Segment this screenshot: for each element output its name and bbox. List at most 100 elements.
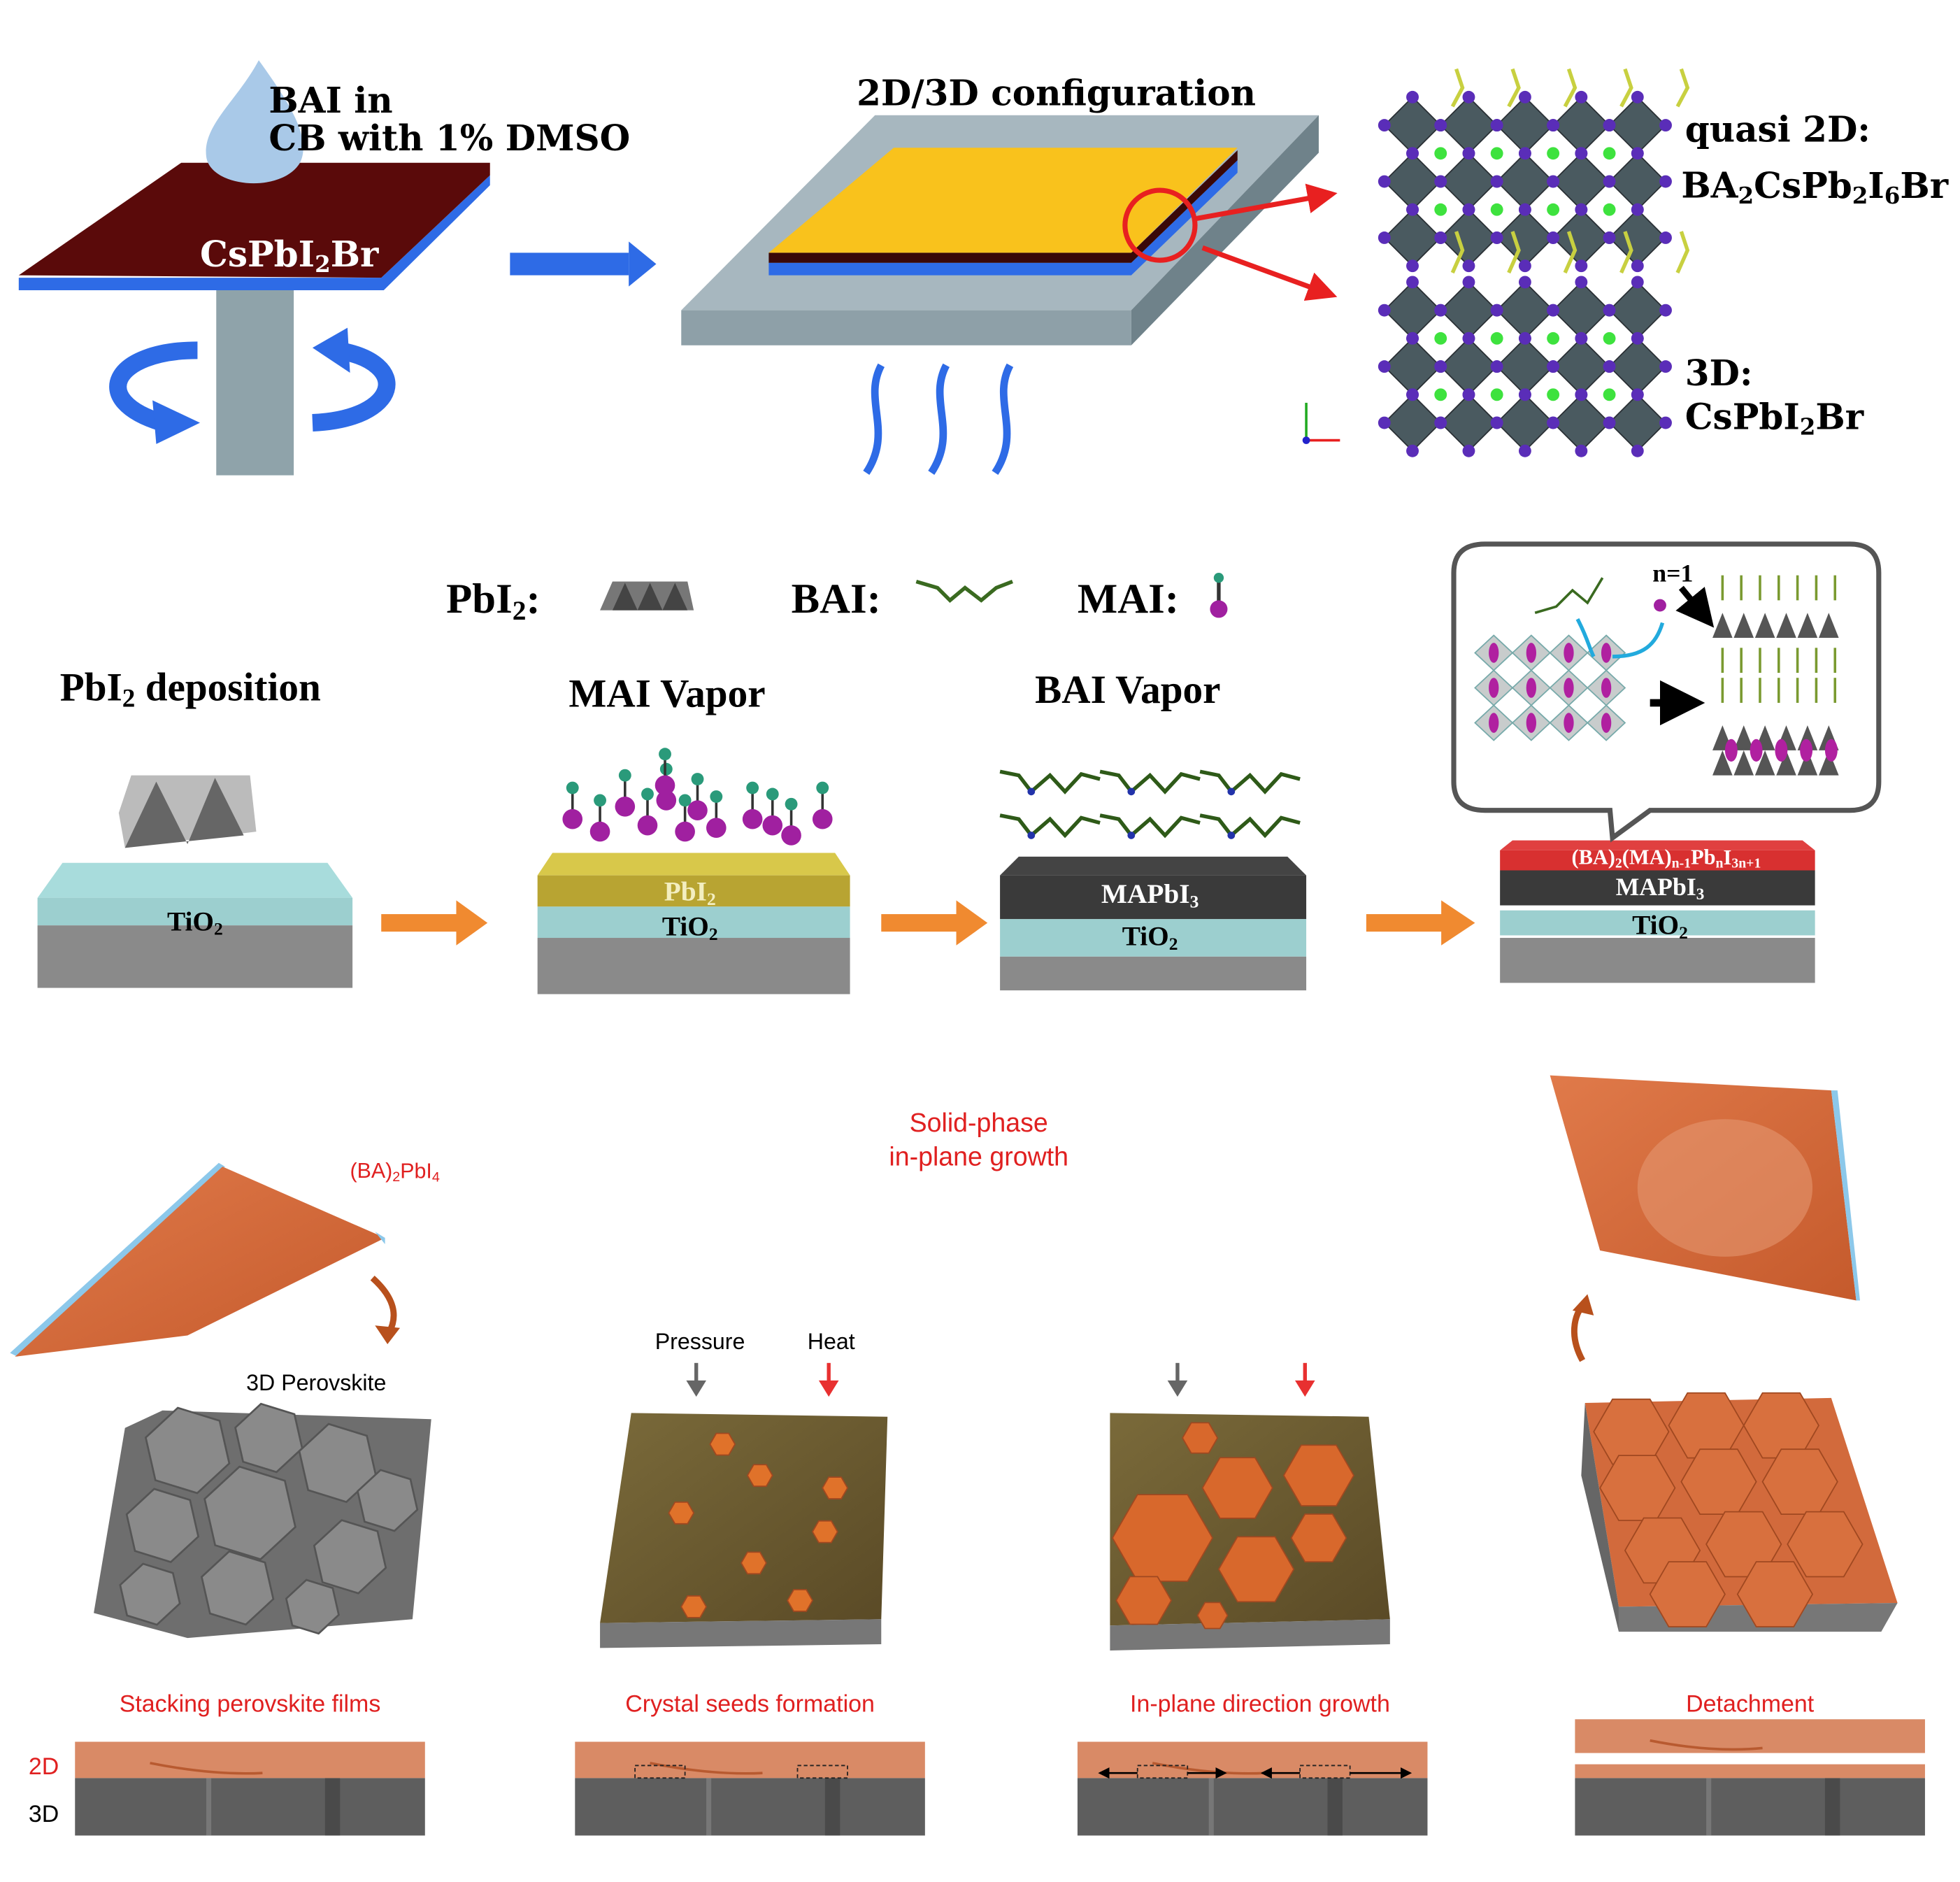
growing-crystal [1201,1457,1273,1519]
subscript: 6 [1884,182,1901,209]
iodide-atom [1547,119,1560,132]
cesium-atom [1547,147,1560,160]
text-segment: PbI [400,1159,432,1183]
mai-molecule [637,815,658,836]
2d-layer-remaining [1575,1764,1925,1778]
subscript: 2 [1800,413,1816,441]
iodide-atom [1378,304,1391,317]
cesium-atom [1547,332,1560,345]
seed-outline [1136,1765,1189,1779]
octahedron [1496,337,1554,396]
text-segment: MAPbI [1101,878,1190,909]
n-atom [746,781,759,794]
iodide-atom [1631,147,1644,160]
text-segment: I [1724,846,1732,869]
octahedron [1496,281,1554,340]
2d-layer [75,1741,425,1778]
mai-cation [1489,678,1499,698]
ba-cation [1619,68,1633,108]
n-atom [710,790,723,803]
layer-tio2: TiO2 [1632,910,1688,943]
crystal-seed [787,1589,813,1612]
text-segment: (BA) [1571,846,1615,869]
layer-pbi2: PbI2 [664,876,716,908]
spin-coater: BAI in CB with 1% DMSO CsPbI2Br [18,60,630,476]
n-atom [618,769,631,782]
iodide-atom [1462,259,1475,273]
mai-cation [1526,713,1536,733]
iodide-atom [1575,332,1588,345]
center-label-line2: in-plane growth [889,1141,1068,1171]
octahedron [1754,613,1775,639]
octahedron [1439,152,1498,211]
block-detached [1581,1392,1898,1632]
mai-cation [1526,643,1536,663]
growing-crystal [1182,1422,1219,1454]
subscript: n [1716,856,1724,871]
octahedron [1552,394,1610,452]
crystal-seed [680,1595,708,1618]
iodide-atom [1434,360,1447,373]
grain [285,1578,340,1635]
octahedron [1608,281,1667,340]
rotation-arrow-left-icon [109,341,198,432]
text-segment: TiO [167,906,214,936]
iodide-atom [1603,175,1616,188]
text-segment: PbI [446,576,513,622]
text-segment: MAPbI [1616,873,1696,901]
iodide-atom [1434,304,1447,317]
crystal-seed [822,1476,849,1499]
octahedron [1712,613,1733,639]
octahedron [1439,281,1498,340]
perovskite-grains [119,1402,419,1635]
iodide-atom [1462,276,1475,289]
octahedron [1608,394,1667,452]
panel-b: PbI2: BAI: MAI: PbI2 deposition MAI Vapo… [37,541,1882,995]
iodide-atom [1575,147,1588,160]
3d-layer [1575,1778,1925,1836]
octahedron [1496,394,1554,452]
3d-label: 3D: [1685,352,1753,394]
stack-2d-3d: (BA)2(MA)n-1PbnI3n+1 MAPbI3 TiO2 [1500,840,1815,983]
ba-cation [1507,68,1521,108]
step-bai-vapor: BAI Vapor [1035,668,1220,712]
cross-sections [75,1719,1925,1836]
iodide-atom [1490,175,1503,188]
seed-outline [1299,1765,1351,1779]
callout-3d-lattice [1474,634,1626,741]
callout-n1-label: n=1 [1652,559,1693,587]
mai-cation [1564,678,1574,698]
mai-cation [1564,713,1574,733]
bai-molecules [999,769,1301,839]
grain [203,1465,296,1561]
text-segment: TiO [662,911,709,941]
mai-molecule [706,818,727,839]
3d-perovskite-label: 3D Perovskite [246,1370,386,1395]
iodide-atom [1575,388,1588,401]
iodide-atom [1603,360,1616,373]
iodide-atom [1406,203,1419,216]
text-segment: (BA) [350,1159,393,1183]
iodide-atom [1518,276,1531,289]
iodide-atom [1406,90,1419,104]
n-atom [594,794,606,807]
cesium-atom [1603,203,1616,216]
octahedron [1733,725,1754,750]
iodide-atom [1490,119,1503,132]
grain-boundary [1824,1778,1840,1836]
drop-label-line2: CB with 1% DMSO [269,117,630,159]
iodide-atom [1659,304,1672,317]
hotplate: 2D/3D configuration [681,72,1338,476]
cesium-atom [1490,203,1503,216]
ba-cation [1507,231,1521,274]
n-atom [566,781,579,794]
panel-a: BAI in CB with 1% DMSO CsPbI2Br 2D/3D co… [18,60,1949,476]
grain-boundary [1706,1778,1712,1836]
iodide-atom [1406,147,1419,160]
block-crystal-seeds [600,1413,888,1648]
crystal-seed [746,1464,773,1488]
2d-layer [575,1741,925,1778]
iodide-atom [1659,231,1672,244]
iodide-atom [1575,276,1588,289]
